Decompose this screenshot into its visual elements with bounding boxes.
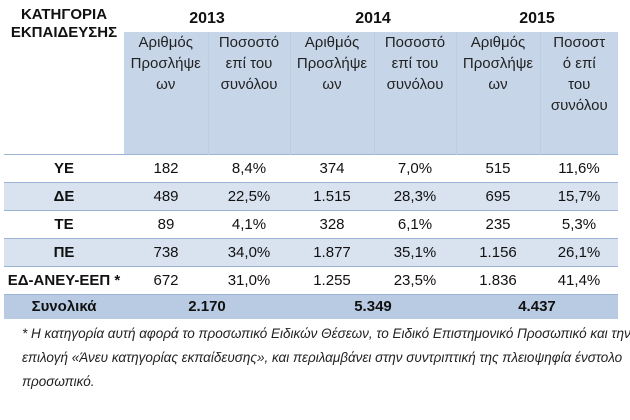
percent-header-line: επί του (391, 55, 439, 72)
count-header-line: Προσλήψε (130, 55, 201, 72)
count-header-line: Αριθμός (470, 34, 526, 51)
count-header-line: Αριθμός (304, 34, 360, 51)
table-row: ΕΔ-ΑΝΕΥ-ΕΕΠ * 672 31,0% 1.255 23,5% 1.83… (4, 265, 618, 294)
year-header-2015: 2015 (519, 10, 555, 27)
cell-count-2014: 374 (290, 153, 374, 182)
footnote-line: * Η κατηγορία αυτή αφορά το προσωπικό Ει… (22, 326, 630, 341)
cell-count-2014: 1.515 (290, 181, 374, 210)
percent-header-2015: Ποσοστ ό επί του συνόλου (539, 32, 618, 154)
percent-header-line: Ποσοστ (553, 34, 606, 51)
cell-percent-2015: 5,3% (540, 209, 618, 238)
percent-header-line: ό επί (562, 55, 596, 72)
count-header-line: Προσλήψε (462, 55, 534, 72)
percent-header-line: συνόλου (550, 97, 608, 114)
cell-count-2015: 1.836 (456, 265, 540, 294)
cell-percent-2014: 6,1% (374, 209, 456, 238)
cell-percent-2013: 8,4% (208, 153, 290, 182)
cell-percent-2014: 23,5% (374, 265, 456, 294)
cell-count-2013: 672 (124, 265, 208, 294)
cell-count-2015: 1.156 (456, 237, 540, 266)
count-header-line: ων (156, 76, 176, 93)
count-header-2015: Αριθμός Προσλήψε ων (455, 32, 540, 154)
totals-row: Συνολικά 2.170 5.349 4.437 (4, 293, 618, 319)
cell-percent-2013: 4,1% (208, 209, 290, 238)
cell-count-2014: 328 (290, 209, 374, 238)
row-category: ΤΕ (4, 209, 124, 238)
table-row: ΤΕ 89 4,1% 328 6,1% 235 5,3% (4, 209, 618, 238)
row-category: ΠΕ (4, 237, 124, 266)
count-header-line: Αριθμός (138, 34, 193, 51)
cell-count-2015: 695 (456, 181, 540, 210)
count-header-line: ων (488, 76, 508, 93)
table-row: ΠΕ 738 34,0% 1.877 35,1% 1.156 26,1% (4, 237, 618, 266)
total-2013: 2.170 (124, 293, 290, 319)
footnote-line: επιλογή «Άνευ κατηγορίας εκπαίδευσης», κ… (22, 350, 623, 365)
table-row: ΥΕ 182 8,4% 374 7,0% 515 11,6% (4, 153, 618, 182)
recruitment-table: ΚΑΤΗΓΟΡΙΑ ΕΚΠΑΙΔΕΥΣΗΣ 2013 2014 2015 Αρι… (4, 6, 618, 319)
percent-header-line: συνόλου (386, 76, 444, 93)
cell-percent-2013: 22,5% (208, 181, 290, 210)
cell-percent-2014: 7,0% (374, 153, 456, 182)
percent-header-line: επί του (225, 55, 273, 72)
cell-percent-2015: 26,1% (540, 237, 618, 266)
cell-count-2015: 235 (456, 209, 540, 238)
percent-header-line: Ποσοστό (384, 34, 446, 51)
cell-percent-2015: 41,4% (540, 265, 618, 294)
count-header-line: ων (322, 76, 342, 93)
year-header-2013: 2013 (189, 10, 225, 27)
cell-count-2013: 489 (124, 181, 208, 210)
total-2015: 4.437 (456, 293, 618, 319)
year-header-row: ΚΑΤΗΓΟΡΙΑ ΕΚΠΑΙΔΕΥΣΗΣ 2013 2014 2015 (4, 6, 618, 41)
cell-count-2015: 515 (456, 153, 540, 182)
percent-header-line: του (568, 76, 591, 93)
category-header-line1: ΚΑΤΗΓΟΡΙΑ (20, 6, 108, 23)
category-header-line2: ΕΚΠΑΙΔΕΥΣΗΣ (10, 24, 118, 41)
percent-header-line: Ποσοστό (218, 34, 280, 51)
percent-header-2014: Ποσοστό επί του συνόλου (373, 32, 456, 154)
row-category: ΔΕ (4, 181, 124, 210)
total-2014: 5.349 (290, 293, 456, 319)
totals-label: Συνολικά (4, 293, 124, 319)
cell-count-2013: 89 (124, 209, 208, 238)
cell-count-2014: 1.255 (290, 265, 374, 294)
cell-count-2013: 182 (124, 153, 208, 182)
cell-percent-2014: 28,3% (374, 181, 456, 210)
cell-percent-2015: 11,6% (540, 153, 618, 182)
footnote: * Η κατηγορία αυτή αφορά το προσωπικό Ει… (22, 322, 630, 394)
count-header-2013: Αριθμός Προσλήψε ων (124, 32, 208, 154)
cell-percent-2014: 35,1% (374, 237, 456, 266)
cell-count-2014: 1.877 (290, 237, 374, 266)
table-row: ΔΕ 489 22,5% 1.515 28,3% 695 15,7% (4, 181, 618, 210)
cell-count-2013: 738 (124, 237, 208, 266)
row-category: ΕΔ-ΑΝΕΥ-ΕΕΠ * (4, 265, 124, 294)
row-category: ΥΕ (4, 153, 124, 182)
percent-header-line: συνόλου (220, 76, 278, 93)
percent-header-2013: Ποσοστό επί του συνόλου (207, 32, 290, 154)
cell-percent-2013: 31,0% (208, 265, 290, 294)
year-header-2014: 2014 (355, 10, 391, 27)
category-column-header: ΚΑΤΗΓΟΡΙΑ ΕΚΠΑΙΔΕΥΣΗΣ (4, 6, 124, 154)
footnote-line: προσωπικό. (22, 374, 95, 389)
subheader-row: Αριθμός Προσλήψε ων Ποσοστό επί του συνό… (4, 32, 618, 154)
cell-percent-2015: 15,7% (540, 181, 618, 210)
count-header-2014: Αριθμός Προσλήψε ων (289, 32, 374, 154)
count-header-line: Προσλήψε (296, 55, 368, 72)
cell-percent-2013: 34,0% (208, 237, 290, 266)
